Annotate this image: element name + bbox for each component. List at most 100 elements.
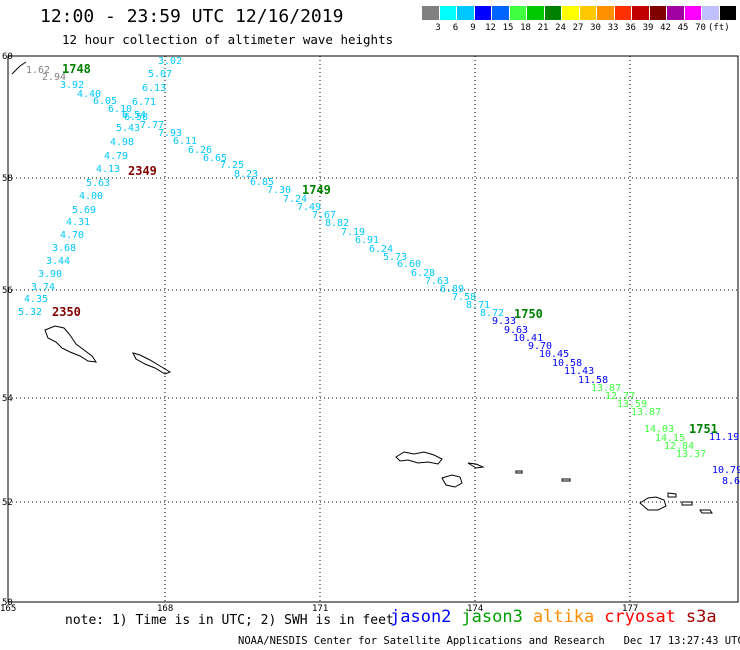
coastline-shape (667, 492, 677, 498)
wave-height-value: 8.23 (234, 169, 258, 180)
wave-height-value: 7.77 (140, 120, 164, 131)
wave-height-value: 4.31 (66, 217, 90, 228)
legend-swatch (457, 6, 475, 20)
pass-time-label: 1751 (689, 422, 718, 436)
satellite-altika: altika (532, 607, 595, 627)
wave-height-value: 6.60 (397, 259, 421, 270)
wave-height-value: 9.33 (492, 316, 516, 327)
legend-swatch (684, 6, 702, 20)
wave-height-value: 6.11 (173, 136, 197, 147)
wave-height-value: 7.25 (220, 160, 244, 171)
wave-height-value: 1.62 (26, 65, 50, 76)
wave-height-value: 5.69 (72, 205, 96, 216)
wave-height-value: 5.07 (148, 69, 172, 80)
wave-height-value: 6.13 (142, 83, 166, 94)
wave-height-value: 3.74 (31, 282, 55, 293)
pass-time-label: 2349 (128, 164, 157, 178)
wave-height-value: 3.68 (52, 243, 76, 254)
coastline-shape (395, 451, 443, 465)
wave-height-value: 3.92 (60, 80, 84, 91)
legend-label: 9 (470, 23, 476, 33)
wave-height-value: 6.85 (250, 177, 274, 188)
longitude-label: 171 (312, 604, 328, 614)
legend-swatch (509, 6, 527, 20)
coastline-shape (441, 474, 463, 488)
legend-label: 70 (695, 23, 706, 33)
legend-label: 21 (537, 23, 549, 33)
legend-swatch (597, 6, 615, 20)
coastline-shape (132, 352, 172, 375)
coastline (11, 61, 713, 514)
wave-height-value: 6.89 (440, 284, 464, 295)
wave-height-value: 7.19 (341, 227, 365, 238)
latitude-label: 54 (2, 394, 13, 404)
wave-height-value: 7.93 (158, 128, 182, 139)
satellite-cryosat: cryosat (604, 607, 676, 627)
legend-swatch (474, 6, 492, 20)
longitude-label: 177 (622, 604, 638, 614)
legend-swatch (649, 6, 667, 20)
wave-height-value: 7.30 (267, 185, 291, 196)
longitude-label: 174 (467, 604, 483, 614)
credit-footer: NOAA/NESDIS Center for Satellite Applica… (238, 635, 740, 647)
coastline-shape (681, 501, 693, 506)
wave-height-value: 12.84 (664, 441, 694, 452)
wave-height-value: 6.58 (124, 112, 148, 123)
wave-height-value: 6.71 (132, 97, 156, 108)
wave-height-value: 7.58 (452, 292, 476, 303)
wave-height-value: 5.43 (116, 123, 140, 134)
legend-swatch (492, 6, 510, 20)
wave-height-value: 6.91 (355, 235, 379, 246)
wave-height-value: 7.63 (425, 276, 449, 287)
wave-height-value: 8.82 (325, 218, 349, 229)
satellite-jason2: jason2 (390, 607, 452, 627)
wave-height-observations: 1.622.943.924.406.056.106.587.777.936.11… (18, 56, 740, 487)
wave-height-value: 3.90 (38, 269, 62, 280)
wave-height-value: 10.58 (552, 358, 582, 369)
legend-swatch (614, 6, 632, 20)
wave-height-value: 14.03 (644, 424, 674, 435)
wave-height-value: 10.41 (513, 333, 543, 344)
legend-label: 30 (590, 23, 601, 33)
legend-label: 36 (625, 23, 636, 33)
coastline-shape (699, 509, 713, 514)
legend-label: 24 (555, 23, 566, 33)
legend-label: 27 (572, 23, 584, 33)
legend-label: 42 (660, 23, 671, 33)
wave-height-value: 8.6 (722, 476, 740, 487)
wave-height-value: 4.13 (96, 164, 120, 175)
wave-height-value: 7.24 (283, 194, 307, 205)
wave-height-value: 13.87 (631, 407, 661, 418)
graticule (7, 55, 738, 603)
legend-swatch (579, 6, 597, 20)
longitude-label: 165 (0, 604, 16, 614)
wave-height-value: 14.15 (655, 433, 685, 444)
legend-label: 15 (502, 23, 514, 33)
longitude-label: 168 (157, 604, 173, 614)
coastline-shape (561, 478, 571, 482)
wave-height-value: 10.79 (712, 465, 740, 476)
coastline-shape (639, 496, 667, 511)
legend-label: 33 (607, 23, 619, 33)
wave-height-value: 3.02 (158, 56, 182, 67)
wave-height-value: 4.40 (77, 89, 101, 100)
wave-height-value: 4.00 (79, 191, 103, 202)
pass-time-label: 1749 (302, 183, 331, 197)
wave-height-value: 12.77 (605, 391, 635, 402)
coastline-shape (44, 325, 98, 363)
wave-height-value: 7.67 (312, 210, 336, 221)
wave-height-value: 6.28 (411, 268, 435, 279)
wave-height-value: 10.45 (539, 349, 569, 360)
latitude-label: 52 (2, 498, 13, 508)
legend-swatch (562, 6, 580, 20)
wave-height-value: 13.87 (591, 383, 621, 394)
wave-height-value: 4.98 (110, 137, 134, 148)
wave-height-value: 11.58 (578, 375, 608, 386)
legend-label: 3 (435, 23, 441, 33)
wave-height-value: 13.59 (617, 399, 647, 410)
legend-swatch (702, 6, 720, 20)
coastline-shape (467, 462, 485, 469)
legend-swatch (544, 6, 562, 20)
